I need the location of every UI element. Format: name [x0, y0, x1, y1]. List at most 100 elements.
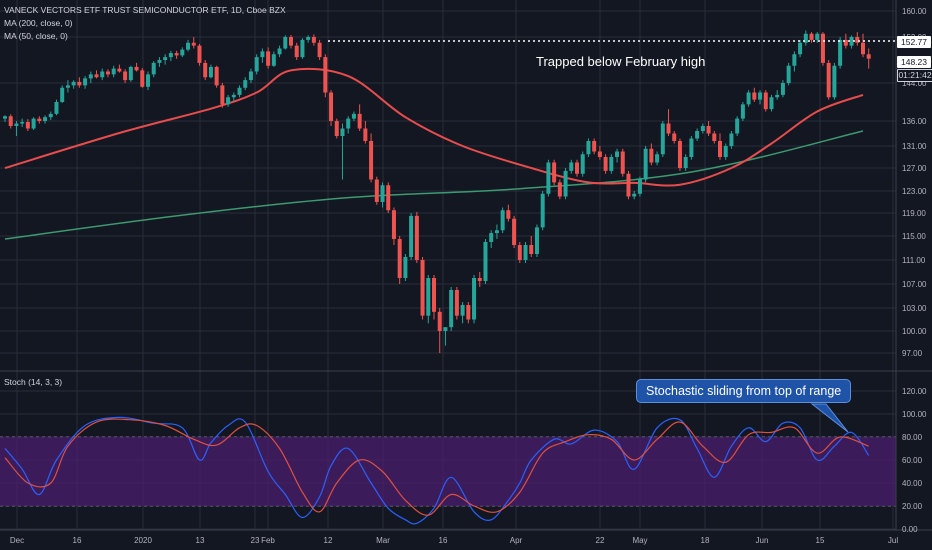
candle-up [483, 239, 488, 284]
ma200-legend[interactable]: MA (200, close, 0) [4, 18, 73, 28]
time-tick-label: Dec [10, 536, 24, 545]
time-tick-label: 15 [816, 536, 825, 545]
candle-up [689, 136, 694, 160]
candle-up [20, 118, 25, 127]
candle-up [426, 275, 431, 324]
candle-up [71, 80, 76, 89]
candle-up [243, 77, 248, 91]
time-tick-label: 2020 [134, 536, 152, 545]
candle-up [14, 121, 19, 136]
candle-up [163, 54, 168, 65]
candle-down [8, 114, 13, 129]
time-tick-label: 16 [439, 536, 448, 545]
candle-up [580, 151, 585, 177]
stoch-axis[interactable]: 120.00 100.00 80.00 60.00 40.00 20.00 0.00 [902, 387, 927, 534]
candle-down [214, 65, 219, 88]
resistance-price-tag: 152.77 [897, 36, 931, 48]
candle-up [409, 213, 414, 260]
stoch-tick-label: 100.00 [902, 410, 927, 419]
stoch-k-line [4, 416, 870, 525]
candle-down [140, 68, 145, 88]
candle-up [700, 123, 705, 134]
time-axis[interactable]: Dec 16 2020 13 23 Feb 12 Mar 16 Apr 22 May 18 Jun 15 Ju… [10, 536, 898, 545]
candle-up [723, 143, 728, 160]
candle-down [861, 33, 865, 58]
time-tick-label: 23 [251, 536, 260, 545]
candle-up [283, 35, 288, 50]
stoch-tick-label: 0.00 [902, 525, 918, 534]
ma50-legend[interactable]: MA (50, close, 0) [4, 31, 68, 41]
candle-down [437, 308, 442, 353]
candle-down [866, 48, 871, 69]
candle-up [83, 76, 88, 89]
candle-up [735, 116, 740, 136]
candle-up [775, 90, 780, 100]
candle-up [128, 65, 133, 82]
candle-down [843, 33, 848, 49]
candle-down [220, 83, 225, 108]
candle-down [820, 32, 825, 66]
candle-down [266, 47, 271, 69]
stoch-tick-label: 40.00 [902, 479, 923, 488]
candle-up [655, 151, 660, 166]
candle-up [111, 65, 116, 78]
price-tick-label: 100.00 [902, 327, 927, 336]
candle-up [489, 230, 494, 248]
time-tick-label: 16 [73, 536, 82, 545]
candle-up [231, 92, 236, 102]
candle-up [306, 35, 311, 43]
candle-down [552, 159, 557, 186]
candle-down [763, 90, 768, 112]
last-price-tag: 148.23 [897, 56, 931, 68]
candle-up [637, 176, 642, 197]
price-tick-label: 123.00 [902, 187, 927, 196]
candle-up [60, 85, 65, 103]
stoch-legend[interactable]: Stoch (14, 3, 3) [4, 377, 63, 387]
candle-down [677, 138, 682, 171]
candle-down [809, 32, 814, 43]
candle-down [592, 138, 597, 155]
time-tick-label: Jun [756, 536, 769, 545]
candle-up [798, 39, 803, 58]
candle-down [334, 118, 339, 139]
stoch-tick-label: 120.00 [902, 387, 927, 396]
candle-up [494, 224, 499, 239]
candle-down [397, 236, 402, 284]
price-tick-label: 119.00 [902, 209, 926, 218]
candle-down [117, 64, 122, 73]
moving-averages [4, 67, 864, 240]
candle-down [191, 37, 196, 49]
candle-down [369, 133, 374, 183]
candle-down [414, 211, 419, 263]
candle-up [449, 287, 454, 331]
stochastic-callout: Stochastic sliding from top of range [636, 379, 852, 403]
candle-up [815, 32, 820, 43]
candle-up [786, 62, 791, 86]
price-tick-label: 144.00 [902, 79, 927, 88]
price-tick-label: 103.00 [902, 304, 927, 313]
stoch-tick-label: 20.00 [902, 502, 923, 511]
candle-down [752, 87, 757, 102]
price-tick-label: 111.00 [902, 256, 926, 265]
candle-up [260, 48, 265, 63]
candle-up [746, 90, 751, 107]
candle-down [289, 35, 293, 49]
candle-up [460, 302, 465, 324]
candle-down [94, 70, 99, 79]
candle-down [203, 60, 208, 81]
candle-down [557, 179, 562, 200]
candle-down [672, 131, 677, 144]
candle-down [706, 121, 711, 136]
candle-up [340, 123, 345, 180]
stoch-lines [4, 416, 870, 525]
candle-down [506, 204, 511, 222]
price-tick-label: 127.00 [902, 164, 927, 173]
candle-up [157, 57, 162, 67]
price-axis[interactable]: 160.00152.00144.00136.00131.00127.00123.… [902, 7, 927, 358]
time-tick-label: Apr [510, 536, 523, 545]
candle-down [620, 148, 625, 177]
candle-up [534, 224, 539, 257]
time-tick-label: 18 [701, 536, 710, 545]
time-tick-label: Mar [376, 536, 390, 545]
